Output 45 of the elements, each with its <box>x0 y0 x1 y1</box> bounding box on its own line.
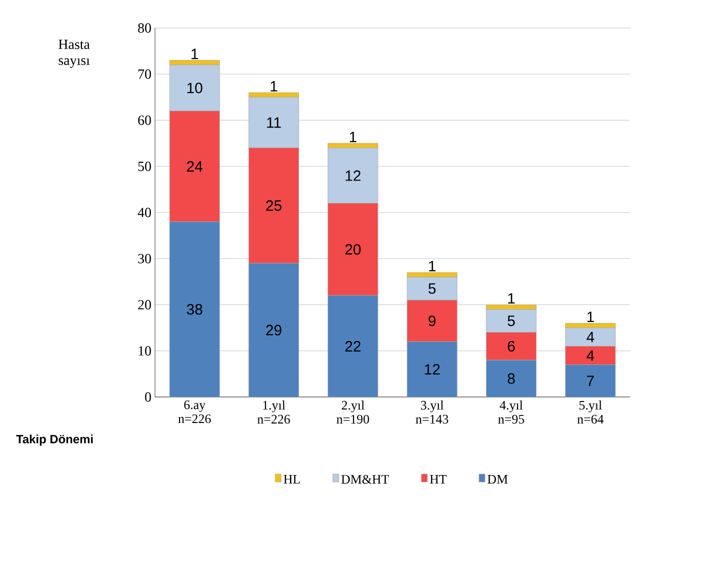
data-label: 24 <box>187 161 202 172</box>
data-label: 1 <box>350 132 356 142</box>
data-label: 38 <box>186 304 202 315</box>
x-tick-label: 4.yıl n=95 <box>498 400 524 424</box>
data-label: 4 <box>586 332 594 342</box>
data-label: 22 <box>345 341 360 352</box>
data-label: 4 <box>586 350 594 361</box>
y-tick-label: 20 <box>138 300 151 310</box>
data-label: 11 <box>267 117 281 128</box>
data-label: 29 <box>266 324 282 336</box>
data-label: 1 <box>587 312 594 322</box>
legend-label: HL <box>284 475 300 484</box>
data-label: 1 <box>508 293 515 304</box>
data-label: 5 <box>428 283 436 294</box>
y-tick-label: 70 <box>138 69 151 79</box>
y-tick-label: 50 <box>138 162 151 172</box>
data-label: 10 <box>187 82 202 94</box>
legend-label: DM <box>488 475 508 484</box>
data-label: 20 <box>345 244 361 255</box>
y-tick-label: 60 <box>138 116 151 125</box>
data-label: 25 <box>266 200 282 211</box>
legend-label: HT <box>430 475 447 484</box>
data-label: 1 <box>192 48 198 60</box>
data-label: 12 <box>346 170 360 181</box>
data-label: 6 <box>508 340 515 352</box>
y-tick-label: 30 <box>138 254 151 264</box>
x-tick-label: 5.yıl n=64 <box>577 400 604 424</box>
y-tick-label: 40 <box>138 208 151 218</box>
y-tick-label: 80 <box>138 23 151 33</box>
data-label: 5 <box>508 316 515 326</box>
y-axis-title: Hasta sayısı <box>58 40 90 68</box>
data-label: 7 <box>587 376 594 386</box>
x-tick-label: 2.yıl n=190 <box>336 400 370 424</box>
x-tick-label: 3.yıl n=143 <box>416 400 448 424</box>
data-label: 12 <box>424 364 440 375</box>
data-label: 9 <box>428 316 436 326</box>
x-tick-label: 1.yıl n=226 <box>257 400 290 424</box>
data-label: 8 <box>508 373 515 384</box>
data-label: 1 <box>270 81 278 92</box>
y-tick-label: 0 <box>145 392 151 402</box>
x-axis-title: Takip Dönemi <box>16 434 93 446</box>
data-label: 1 <box>429 260 436 272</box>
x-tick-label: 6.ay n=226 <box>178 400 211 424</box>
legend-label: DM&HT <box>341 474 389 484</box>
y-tick-label: 10 <box>138 346 151 356</box>
